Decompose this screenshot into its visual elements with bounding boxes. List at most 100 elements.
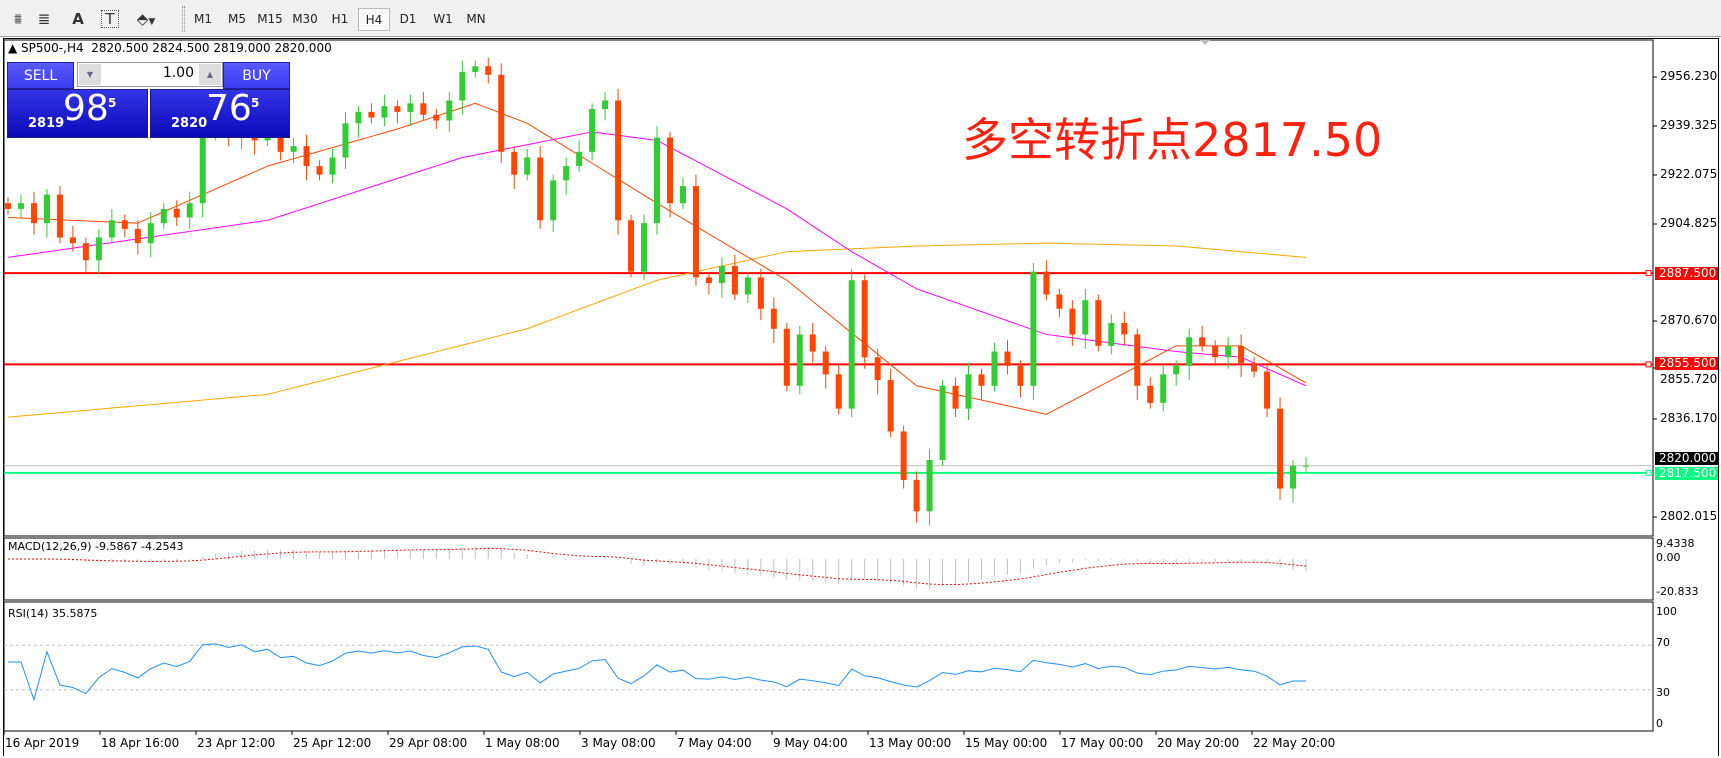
candle bbox=[628, 220, 635, 272]
text-icon[interactable]: A bbox=[72, 10, 84, 28]
candle bbox=[1199, 337, 1206, 346]
candle bbox=[589, 109, 596, 152]
date-axis-label: 3 May 08:00 bbox=[581, 736, 656, 750]
rsi-axis-label: 70 bbox=[1656, 636, 1670, 649]
timeframe-h4[interactable]: H4 bbox=[358, 8, 390, 31]
candle bbox=[705, 277, 712, 284]
chart-shift-marker-icon bbox=[1200, 40, 1210, 45]
increase-quantity-icon[interactable]: ▲ bbox=[199, 64, 221, 85]
candle bbox=[407, 103, 414, 112]
rsi-axis-label: 0 bbox=[1656, 717, 1663, 730]
current-price-tag: 2820.000 bbox=[1655, 452, 1718, 465]
rsi-line bbox=[8, 643, 1306, 702]
candle bbox=[342, 123, 349, 158]
candle bbox=[433, 114, 440, 121]
candle bbox=[939, 385, 946, 460]
arrows-dropdown-icon[interactable]: ⬘▼ bbox=[130, 8, 162, 30]
timeframe-m30[interactable]: M30 bbox=[292, 12, 318, 26]
candle bbox=[1043, 271, 1050, 295]
date-axis-label: 29 Apr 08:00 bbox=[389, 736, 468, 750]
fibonacci-icon[interactable]: ≣ bbox=[37, 10, 51, 28]
candle bbox=[17, 203, 24, 209]
candle bbox=[1160, 374, 1167, 403]
candle bbox=[30, 203, 37, 224]
date-axis-label: 15 May 00:00 bbox=[965, 736, 1048, 750]
collapse-arrow-icon[interactable]: ▲ bbox=[8, 41, 22, 55]
candle bbox=[1277, 408, 1284, 489]
candle bbox=[511, 151, 518, 175]
timeframe-d1[interactable]: D1 bbox=[399, 12, 417, 26]
macd-axis-label: 9.4338 bbox=[1656, 537, 1695, 550]
timeframe-w1[interactable]: W1 bbox=[433, 12, 453, 26]
hline-price-tag-2855: 2855.500 bbox=[1655, 357, 1718, 370]
buy-button[interactable]: BUY bbox=[223, 62, 290, 89]
date-axis-label: 18 Apr 16:00 bbox=[101, 736, 180, 750]
sell-button[interactable]: SELL bbox=[7, 62, 74, 89]
candle bbox=[82, 243, 89, 261]
arrows-icon: ⬘ bbox=[136, 10, 149, 28]
candle bbox=[537, 157, 544, 221]
candle bbox=[1082, 300, 1089, 335]
text-label-icon[interactable]: T bbox=[101, 10, 119, 28]
candle bbox=[1173, 365, 1180, 375]
candle bbox=[576, 151, 583, 167]
price-axis-label: 2836.170 bbox=[1660, 411, 1718, 425]
macd-axis-label: 0.00 bbox=[1656, 551, 1681, 564]
timeframe-mn[interactable]: MN bbox=[466, 12, 486, 26]
candle bbox=[1225, 345, 1232, 358]
candle bbox=[796, 334, 803, 386]
candle bbox=[303, 146, 310, 167]
candle bbox=[887, 380, 894, 432]
candle bbox=[978, 374, 985, 386]
timeframe-h1[interactable]: H1 bbox=[331, 12, 349, 26]
decrease-quantity-icon[interactable]: ▼ bbox=[79, 64, 101, 85]
candle bbox=[173, 208, 180, 218]
candle bbox=[1147, 385, 1154, 403]
timeframe-m15[interactable]: M15 bbox=[257, 12, 283, 26]
candle bbox=[654, 137, 660, 224]
candle bbox=[952, 385, 959, 409]
rsi-label: RSI(14) 35.5875 bbox=[8, 607, 98, 620]
candle bbox=[147, 223, 154, 244]
rsi-pane bbox=[3, 601, 1654, 732]
chart-annotation-text[interactable]: 多空转折点2817.50 bbox=[962, 113, 1383, 167]
candle bbox=[1134, 334, 1141, 386]
hline-handle bbox=[1645, 361, 1652, 368]
candle bbox=[355, 111, 362, 124]
candle bbox=[757, 277, 764, 309]
rsi-axis-label: 30 bbox=[1656, 686, 1670, 699]
candle bbox=[1056, 294, 1063, 309]
candle bbox=[783, 328, 790, 386]
candle bbox=[134, 228, 141, 244]
candle bbox=[744, 277, 751, 295]
quantity-input[interactable]: 1.00 bbox=[162, 65, 194, 81]
candle bbox=[848, 280, 855, 409]
candle bbox=[1095, 300, 1102, 346]
sell-price-button[interactable]: 2819 98 5 bbox=[7, 88, 148, 138]
price-axis-label: 2922.075 bbox=[1660, 167, 1718, 181]
candle bbox=[602, 100, 609, 110]
one-click-trading-panel: SELL ▼ 1.00 ▲ BUY 2819 98 5 2820 76 5 bbox=[7, 62, 290, 138]
date-axis-label: 13 May 00:00 bbox=[869, 736, 952, 750]
candle bbox=[5, 203, 11, 209]
timeframe-m5[interactable]: M5 bbox=[228, 12, 246, 26]
macd-label: MACD(12,26,9) -9.5867 -4.2543 bbox=[8, 540, 184, 553]
elliott-wave-icon[interactable]: ⩩ bbox=[13, 10, 22, 28]
candle bbox=[1303, 465, 1309, 467]
candle bbox=[692, 186, 699, 278]
buy-price-button[interactable]: 2820 76 5 bbox=[150, 88, 290, 138]
rsi-axis-label: 100 bbox=[1656, 605, 1677, 618]
candle bbox=[121, 220, 128, 229]
price-axis-label: 2956.230 bbox=[1660, 69, 1718, 83]
toolbar-separator[interactable] bbox=[182, 6, 185, 32]
candle bbox=[459, 71, 466, 101]
date-axis-label: 17 May 00:00 bbox=[1061, 736, 1144, 750]
timeframe-m1[interactable]: M1 bbox=[194, 12, 212, 26]
macd-signal-line bbox=[7, 547, 1307, 586]
candle bbox=[1290, 465, 1297, 489]
candle bbox=[1108, 323, 1115, 346]
quantity-stepper[interactable]: ▼ 1.00 ▲ bbox=[77, 62, 223, 87]
candle bbox=[1069, 308, 1076, 335]
candle bbox=[498, 74, 505, 152]
